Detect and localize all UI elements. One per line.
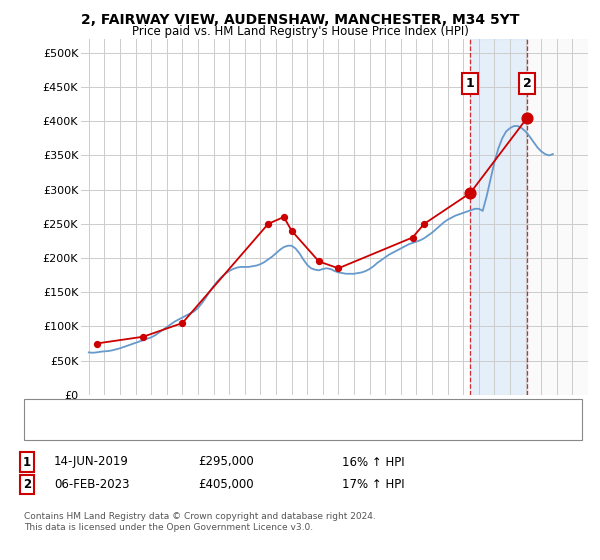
Point	[287, 226, 296, 235]
Point	[523, 113, 532, 122]
Text: Contains HM Land Registry data © Crown copyright and database right 2024.
This d: Contains HM Land Registry data © Crown c…	[24, 512, 376, 532]
Text: 14-JUN-2019: 14-JUN-2019	[54, 455, 129, 469]
Point	[139, 332, 148, 341]
Text: 2, FAIRWAY VIEW, AUDENSHAW, MANCHESTER, M34 5YT (detached house): 2, FAIRWAY VIEW, AUDENSHAW, MANCHESTER, …	[63, 405, 449, 416]
Bar	[527, 39, 588, 395]
Text: HPI: Average price, detached house, Tameside: HPI: Average price, detached house, Tame…	[63, 423, 305, 433]
Text: 2: 2	[523, 77, 532, 90]
Point	[523, 113, 532, 122]
Point	[466, 189, 475, 198]
Text: £405,000: £405,000	[198, 478, 254, 491]
Point	[334, 264, 343, 273]
Point	[263, 220, 273, 228]
Bar	[527, 39, 588, 395]
Text: 16% ↑ HPI: 16% ↑ HPI	[342, 455, 404, 469]
Text: Price paid vs. HM Land Registry's House Price Index (HPI): Price paid vs. HM Land Registry's House …	[131, 25, 469, 38]
Point	[419, 220, 429, 228]
Point	[92, 339, 101, 348]
Point	[466, 189, 475, 198]
Text: 1: 1	[23, 455, 31, 469]
Point	[279, 213, 289, 222]
Text: £295,000: £295,000	[198, 455, 254, 469]
Text: 06-FEB-2023: 06-FEB-2023	[54, 478, 130, 491]
Point	[408, 233, 418, 242]
Text: 2, FAIRWAY VIEW, AUDENSHAW, MANCHESTER, M34 5YT: 2, FAIRWAY VIEW, AUDENSHAW, MANCHESTER, …	[81, 13, 519, 27]
Text: 1: 1	[466, 77, 475, 90]
Point	[178, 319, 187, 328]
Bar	[470, 39, 527, 395]
Point	[314, 257, 323, 266]
Text: 2: 2	[23, 478, 31, 491]
Text: 17% ↑ HPI: 17% ↑ HPI	[342, 478, 404, 491]
